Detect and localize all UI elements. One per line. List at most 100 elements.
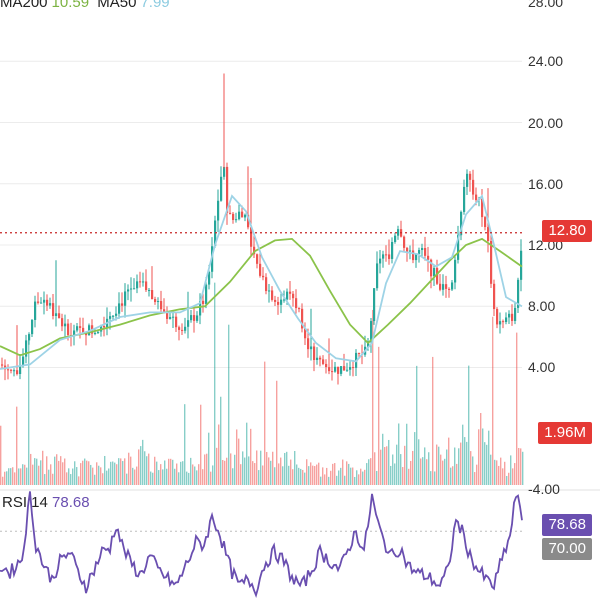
candle-body bbox=[115, 313, 118, 316]
volume-bar bbox=[296, 464, 298, 485]
volume-bar bbox=[244, 457, 246, 485]
volume-bar bbox=[464, 437, 466, 485]
volume-bar bbox=[68, 468, 70, 485]
volume-bar bbox=[410, 460, 412, 485]
candle-body bbox=[301, 308, 304, 329]
volume-bar bbox=[218, 424, 220, 485]
volume-bar bbox=[446, 449, 448, 485]
volume-bar bbox=[202, 469, 204, 485]
candle-body bbox=[181, 329, 184, 331]
volume-bar bbox=[76, 467, 78, 485]
volume-bar bbox=[164, 460, 166, 485]
volume-bar bbox=[340, 467, 342, 485]
volume-bar bbox=[134, 469, 136, 485]
rsi-overbought-tag: 70.00 bbox=[542, 538, 592, 560]
ma50-line bbox=[0, 194, 523, 370]
volume-bar bbox=[280, 457, 282, 485]
candle-body bbox=[10, 369, 13, 371]
candle-body bbox=[481, 198, 484, 218]
volume-bar bbox=[384, 447, 386, 485]
candle-body bbox=[226, 166, 229, 213]
volume-bar bbox=[502, 468, 504, 485]
volume-bar bbox=[260, 450, 262, 485]
candle-body bbox=[169, 317, 172, 319]
volume-bar bbox=[368, 459, 370, 485]
ma200-label: MA200 bbox=[0, 0, 48, 11]
candle-body bbox=[85, 333, 88, 336]
volume-bar bbox=[142, 439, 144, 485]
volume-bar bbox=[456, 463, 458, 485]
candle-body bbox=[469, 173, 472, 180]
volume-bar bbox=[148, 453, 150, 485]
candle-body bbox=[307, 338, 310, 350]
candle-body bbox=[130, 288, 133, 290]
candle-body bbox=[235, 219, 238, 221]
candle-body bbox=[346, 369, 349, 371]
volume-bar bbox=[198, 464, 200, 485]
volume-bar bbox=[262, 465, 264, 485]
candle-body bbox=[184, 326, 187, 331]
candle-body bbox=[19, 365, 22, 375]
candle-body bbox=[76, 326, 79, 331]
volume-bar bbox=[290, 459, 292, 485]
volume-bar bbox=[204, 454, 206, 485]
volume-bar bbox=[316, 464, 318, 485]
volume-bar bbox=[422, 457, 424, 485]
volume-bar bbox=[412, 450, 414, 485]
candle-body bbox=[46, 299, 49, 306]
volume-bar bbox=[408, 468, 410, 485]
candle-body bbox=[151, 290, 154, 300]
candle-body bbox=[445, 284, 448, 289]
candle-body bbox=[250, 227, 253, 247]
volume-bar bbox=[328, 476, 330, 485]
ma-legend: MA200 10.59 MA50 7.99 bbox=[0, 0, 174, 11]
volume-bar bbox=[490, 454, 492, 485]
tick-label: 8.00 bbox=[528, 298, 555, 314]
volume-bar bbox=[312, 465, 314, 485]
volume-bar bbox=[454, 447, 456, 485]
volume-bar bbox=[438, 446, 440, 485]
volume-bar bbox=[162, 469, 164, 485]
volume-bar bbox=[350, 467, 352, 485]
volume-bar bbox=[360, 468, 362, 485]
volume-bar bbox=[48, 469, 50, 485]
candle-body bbox=[493, 283, 496, 309]
candle-body bbox=[340, 366, 343, 374]
candle-body bbox=[13, 370, 16, 372]
volume-bar bbox=[374, 452, 376, 485]
volume-bar bbox=[152, 472, 154, 485]
candle-body bbox=[463, 186, 466, 212]
candle-body bbox=[43, 299, 46, 303]
volume-bar bbox=[190, 457, 192, 485]
volume-bar bbox=[240, 464, 242, 485]
candle-body bbox=[79, 326, 82, 328]
candle-body bbox=[64, 323, 67, 327]
candle-body bbox=[403, 236, 406, 248]
candle-body bbox=[280, 299, 283, 305]
candle-body bbox=[253, 246, 256, 255]
candle-body bbox=[421, 248, 424, 251]
volume-bar bbox=[516, 332, 518, 485]
volume-bar bbox=[18, 468, 20, 485]
candle-body bbox=[370, 321, 373, 342]
volume-bar bbox=[520, 448, 522, 485]
volume-bar bbox=[298, 467, 300, 485]
volume-bar bbox=[30, 453, 32, 485]
volume-bar bbox=[12, 467, 14, 485]
tick-label: -4.00 bbox=[528, 481, 560, 497]
volume-bar bbox=[344, 475, 346, 485]
volume-bar bbox=[106, 470, 108, 485]
candle-body bbox=[271, 290, 274, 300]
volume-bar bbox=[146, 456, 148, 485]
volume-bar bbox=[442, 460, 444, 485]
volume-bar bbox=[4, 471, 6, 485]
candle-body bbox=[31, 319, 34, 335]
candle-body bbox=[73, 330, 76, 336]
candle-body bbox=[499, 321, 502, 325]
candle-body bbox=[172, 316, 175, 318]
volume-bar bbox=[178, 472, 180, 485]
candle-body bbox=[439, 283, 442, 290]
rsi-legend: RSI 14 78.68 bbox=[2, 494, 90, 511]
volume-bar bbox=[188, 472, 190, 485]
